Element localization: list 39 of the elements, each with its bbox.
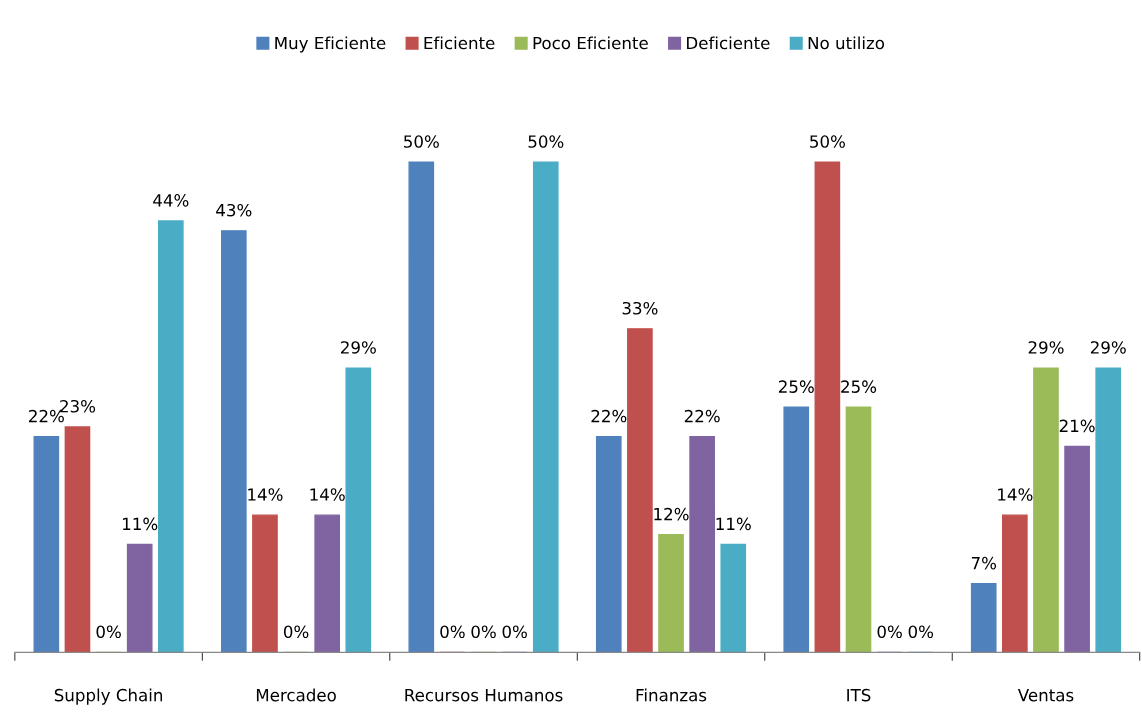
data-label: 33% [622,301,658,315]
legend-label: Eficiente [424,36,495,50]
x-tick-label: Finanzas [636,688,707,702]
x-tick-label: Recursos Humanos [405,689,563,702]
data-label: 0% [502,625,527,639]
legend-label: Muy Eficiente [275,36,386,53]
data-label: 43% [216,203,252,217]
data-label: 12% [654,507,689,521]
x-tick-label: Ventas [1017,689,1074,702]
data-label: 22% [591,409,627,423]
data-label: 7% [971,556,997,570]
legend-label: Deficiente [687,36,770,50]
data-label: 14% [310,488,345,501]
data-label: 25% [841,380,877,393]
data-label: 50% [810,135,845,148]
data-label: 14% [998,488,1033,501]
data-label: 14% [248,488,283,501]
data-label: 0% [908,625,934,639]
data-label: 11% [123,517,158,531]
legend-label: No utilizo [808,36,885,50]
data-label: 50% [528,135,564,148]
x-tick-label: Supply Chain [54,688,163,705]
data-label: 0% [877,625,902,639]
data-label: 44% [153,194,189,207]
legend-label: Poco Eficiente [533,36,648,50]
data-label: 0% [471,625,496,639]
data-label: 0% [96,625,121,639]
x-tick-label: ITS [847,688,871,702]
data-label: 0% [283,625,309,639]
x-tick-label: Mercadeo [256,688,336,702]
data-label: 50% [404,135,439,148]
data-label: 25% [778,380,814,393]
data-label: 0% [440,625,465,639]
data-label: 29% [1028,341,1064,354]
data-label: 21% [1059,419,1095,433]
data-label: 11% [716,517,751,531]
data-label: 29% [1090,341,1126,354]
data-label: 22% [684,409,720,423]
data-label: 29% [341,341,376,354]
